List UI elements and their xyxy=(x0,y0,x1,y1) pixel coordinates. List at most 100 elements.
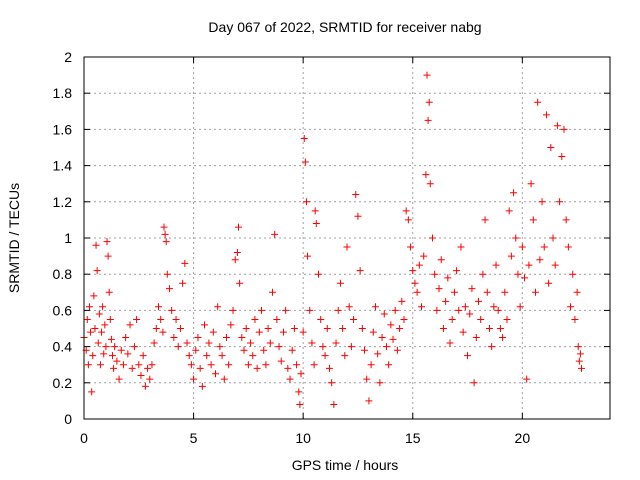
data-point xyxy=(242,325,250,332)
data-point xyxy=(83,315,91,323)
data-point xyxy=(315,270,323,278)
data-point xyxy=(560,125,568,133)
data-point xyxy=(302,198,310,206)
data-point xyxy=(494,306,502,314)
data-point xyxy=(235,223,243,231)
data-point xyxy=(505,207,513,215)
data-point xyxy=(279,328,287,336)
data-points xyxy=(80,71,586,409)
data-point xyxy=(439,325,447,332)
data-point xyxy=(85,303,93,311)
data-point xyxy=(103,238,111,246)
data-point xyxy=(296,401,304,409)
data-point xyxy=(409,267,417,275)
y-axis-label: SRMTID / TECUs xyxy=(6,183,22,293)
data-point xyxy=(435,285,443,293)
data-point xyxy=(574,343,582,351)
data-point xyxy=(531,288,539,296)
chart-title: Day 067 of 2022, SRMTID for receiver nab… xyxy=(208,19,481,35)
data-point xyxy=(91,325,99,332)
y-tick-label: 0.2 xyxy=(53,375,73,391)
data-point xyxy=(117,346,125,354)
data-point xyxy=(205,339,213,347)
data-point xyxy=(162,238,170,246)
data-point xyxy=(141,382,149,390)
data-point xyxy=(477,315,485,323)
data-point xyxy=(404,216,412,224)
data-point xyxy=(110,364,118,372)
data-point xyxy=(365,397,373,405)
data-point xyxy=(490,303,498,311)
data-point xyxy=(293,361,301,369)
data-point xyxy=(446,339,454,347)
y-tick-label: 0.6 xyxy=(53,302,73,318)
data-point xyxy=(376,379,384,387)
data-point xyxy=(95,310,103,318)
y-tick-label: 1 xyxy=(64,230,72,246)
x-tick-label: 5 xyxy=(190,430,198,446)
data-point xyxy=(301,158,309,166)
data-point xyxy=(297,370,305,378)
data-point xyxy=(378,334,386,342)
data-point xyxy=(387,321,395,329)
data-point xyxy=(98,328,106,336)
data-point xyxy=(275,343,283,351)
data-point xyxy=(157,315,165,323)
data-point xyxy=(507,252,515,260)
data-point xyxy=(165,285,173,293)
data-point xyxy=(137,372,145,380)
data-point xyxy=(176,325,184,332)
data-point xyxy=(253,364,261,372)
data-point xyxy=(139,352,147,360)
data-point xyxy=(122,334,130,342)
data-point xyxy=(422,171,430,179)
data-point xyxy=(424,116,432,124)
data-point xyxy=(150,339,158,347)
data-point xyxy=(159,328,167,336)
data-point xyxy=(100,350,108,358)
data-point xyxy=(172,315,180,323)
data-point xyxy=(423,71,431,79)
data-point xyxy=(479,270,487,278)
data-point xyxy=(464,352,472,360)
data-point xyxy=(354,212,362,220)
data-point xyxy=(266,339,274,347)
data-point xyxy=(367,361,375,369)
data-point xyxy=(227,321,235,329)
data-point xyxy=(453,267,461,275)
data-point xyxy=(475,297,482,305)
data-point xyxy=(271,230,279,238)
data-point xyxy=(525,261,533,269)
data-point xyxy=(126,321,134,329)
data-point xyxy=(455,306,463,314)
data-point xyxy=(396,325,404,332)
data-point xyxy=(402,207,410,215)
data-point xyxy=(325,364,333,372)
data-point xyxy=(398,297,406,305)
data-point xyxy=(468,285,476,293)
data-point xyxy=(111,343,119,351)
data-point xyxy=(411,279,419,287)
data-point xyxy=(407,243,415,251)
data-point xyxy=(185,352,193,360)
data-point xyxy=(196,364,204,372)
y-tick-label: 0.4 xyxy=(53,339,73,355)
y-tick-label: 1.8 xyxy=(53,85,73,101)
data-point xyxy=(198,382,206,390)
data-point xyxy=(496,325,504,332)
x-axis-label: GPS time / hours xyxy=(292,457,399,473)
data-point xyxy=(576,350,584,358)
data-point xyxy=(249,352,257,360)
data-point xyxy=(319,343,327,351)
data-point xyxy=(426,180,434,188)
data-point xyxy=(92,241,100,249)
data-point xyxy=(345,303,353,311)
data-point xyxy=(240,346,248,354)
data-point xyxy=(273,315,281,323)
data-point xyxy=(238,334,246,342)
data-point xyxy=(311,207,319,215)
data-point xyxy=(84,361,92,369)
data-point xyxy=(181,259,189,267)
data-point xyxy=(233,248,241,256)
data-point xyxy=(536,256,544,264)
